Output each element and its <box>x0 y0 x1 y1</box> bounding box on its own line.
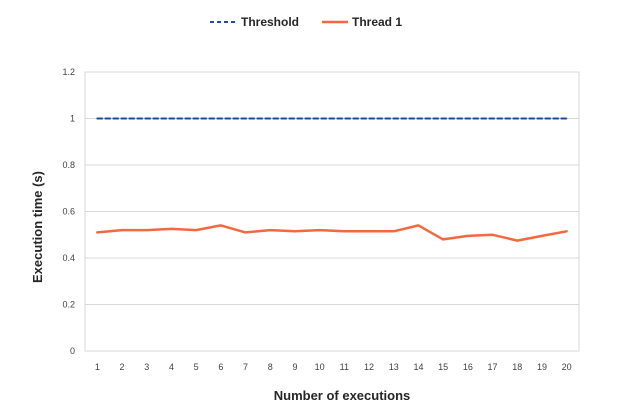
x-tick-label: 13 <box>389 362 399 372</box>
x-tick-label: 3 <box>144 362 149 372</box>
y-tick-label: 1 <box>70 114 75 124</box>
series-line-thread-1 <box>96 224 568 242</box>
x-tick-label: 10 <box>315 362 325 372</box>
x-tick-label: 9 <box>292 362 297 372</box>
y-axis-ticks: 0 0.2 0.4 0.6 0.8 1 1.2 <box>62 67 75 356</box>
gridlines <box>85 71 579 352</box>
x-tick-label: 11 <box>340 362 349 372</box>
x-tick-label: 5 <box>194 362 199 372</box>
x-tick-label: 14 <box>413 362 423 372</box>
x-tick-label: 4 <box>169 362 174 372</box>
y-tick-label: 1.2 <box>62 67 75 77</box>
x-tick-label: 15 <box>438 362 448 372</box>
x-tick-label: 12 <box>364 362 374 372</box>
x-axis-title: Number of executions <box>274 388 411 403</box>
x-tick-label: 6 <box>218 362 223 372</box>
x-tick-label: 8 <box>268 362 273 372</box>
x-axis-ticks: 1 2 3 4 5 6 7 8 9 10 11 12 13 14 15 16 17 18 19 20 <box>95 362 572 372</box>
y-tick-label: 0.4 <box>62 253 75 263</box>
y-tick-label: 0.2 <box>62 300 75 310</box>
x-tick-label: 18 <box>512 362 522 372</box>
x-tick-label: 16 <box>463 362 473 372</box>
series-lines <box>96 117 568 242</box>
legend-label-thread-1: Thread 1 <box>352 15 402 29</box>
x-tick-label: 17 <box>488 362 498 372</box>
x-tick-label: 19 <box>537 362 547 372</box>
y-axis-title: Execution time (s) <box>30 171 45 283</box>
y-tick-label: 0 <box>70 346 75 356</box>
plot-border <box>84 71 580 352</box>
chart-legend: Threshold Thread 1 <box>210 15 402 29</box>
y-tick-label: 0.8 <box>62 160 75 170</box>
legend-label-threshold: Threshold <box>241 15 299 29</box>
x-tick-label: 20 <box>562 362 572 372</box>
x-tick-label: 7 <box>243 362 248 372</box>
plot-area <box>84 71 580 352</box>
y-tick-label: 0.6 <box>62 207 75 217</box>
x-tick-label: 2 <box>120 362 125 372</box>
x-tick-label: 1 <box>95 362 100 372</box>
